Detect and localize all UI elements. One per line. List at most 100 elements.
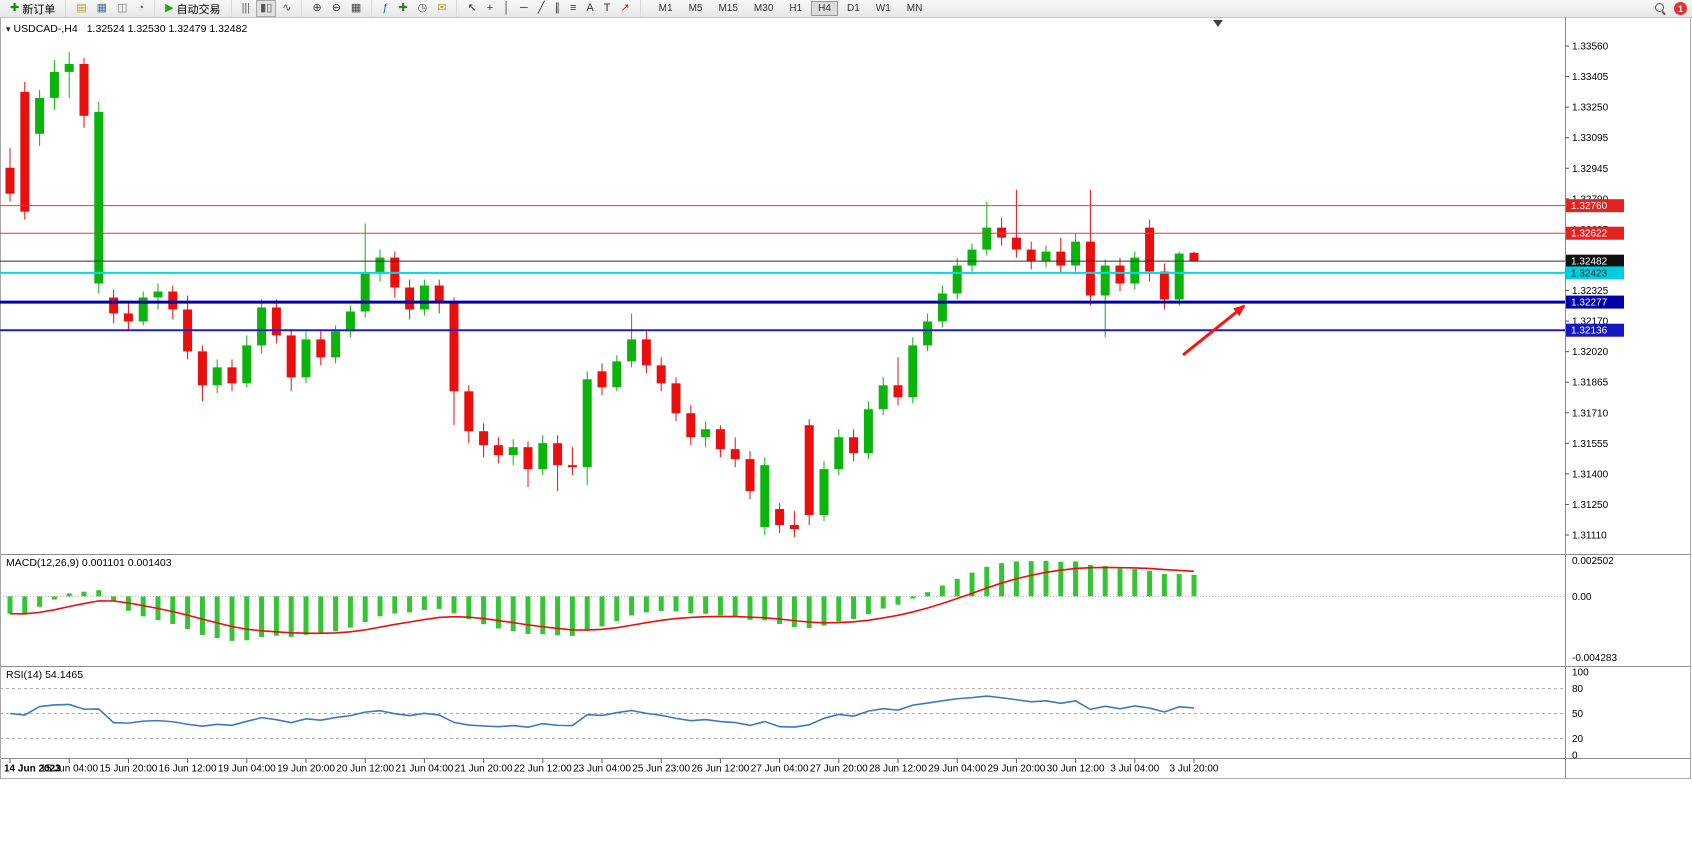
candle-body bbox=[479, 431, 489, 446]
candles-button[interactable]: ▮▯ bbox=[256, 0, 277, 17]
notification-badge[interactable]: 1 bbox=[1674, 2, 1687, 15]
one-click-trading-toggle[interactable]: ▾ bbox=[6, 24, 11, 34]
text-button[interactable]: A bbox=[582, 0, 597, 17]
vertical-line-button[interactable]: │ bbox=[499, 0, 514, 17]
tile-windows-icon: ▦ bbox=[350, 2, 362, 14]
new-order-button-label: 新订单 bbox=[22, 3, 56, 16]
price-badge-1.32482: 1.32482 bbox=[1566, 254, 1624, 268]
history-center-icon: ◔ bbox=[137, 2, 145, 14]
trend-arrow[interactable] bbox=[1182, 304, 1246, 357]
horizontal-line-button[interactable]: ─ bbox=[516, 0, 532, 17]
autotrading-button-label: 自动交易 bbox=[176, 3, 221, 16]
candle-body bbox=[153, 291, 163, 298]
price-badge-1.32277: 1.32277 bbox=[1566, 295, 1624, 309]
macd-bar bbox=[1102, 566, 1108, 597]
channel-button[interactable]: ∥ bbox=[550, 0, 564, 17]
y-axis-tick: 1.31400 bbox=[1572, 469, 1609, 480]
x-axis-label: 14 Jun 2023 bbox=[4, 764, 61, 775]
new-order-icon: ✚ bbox=[10, 2, 20, 14]
timeframe-h4[interactable]: H4 bbox=[811, 1, 838, 16]
candle-body bbox=[863, 409, 873, 454]
macd-bar bbox=[451, 596, 457, 614]
autotrading-button[interactable]: ▶ 自动交易 bbox=[161, 0, 224, 17]
bars-button[interactable]: ||| bbox=[238, 0, 255, 17]
macd-bar bbox=[436, 596, 442, 609]
chart-window-frame bbox=[0, 17, 1691, 779]
timeframe-mn[interactable]: MN bbox=[906, 3, 923, 14]
macd-bar bbox=[244, 596, 250, 641]
candle-body bbox=[508, 447, 518, 456]
macd-bar bbox=[1073, 561, 1079, 597]
x-axis-label: 22 Jun 12:00 bbox=[514, 764, 572, 775]
candle-body bbox=[760, 465, 770, 528]
candle-body bbox=[834, 437, 844, 470]
timeframe-w1[interactable]: W1 bbox=[875, 3, 891, 14]
data-window-button[interactable]: ◫ bbox=[113, 0, 131, 17]
macd-bar bbox=[421, 596, 427, 610]
candle-body bbox=[212, 367, 222, 386]
svg-text:1.32622: 1.32622 bbox=[1571, 229, 1608, 240]
macd-bar bbox=[865, 596, 871, 615]
timeframe-m1[interactable]: M1 bbox=[658, 3, 673, 14]
candle-body bbox=[493, 445, 503, 456]
new-order-button[interactable]: ✚ 新订单 bbox=[6, 0, 59, 17]
label-button[interactable]: T bbox=[600, 0, 615, 17]
macd-bar bbox=[688, 596, 694, 614]
tile-windows-button[interactable]: ▦ bbox=[347, 0, 365, 17]
crosshair-button[interactable]: + bbox=[483, 0, 497, 17]
x-axis-label: 3 Jul 04:00 bbox=[1110, 764, 1159, 775]
x-axis-label: 21 Jun 20:00 bbox=[455, 764, 513, 775]
macd-bar bbox=[229, 596, 235, 641]
candle-body bbox=[612, 361, 622, 388]
timeframe-m5[interactable]: M5 bbox=[688, 3, 703, 14]
macd-bar bbox=[791, 596, 797, 627]
macd-bar bbox=[333, 596, 339, 632]
macd-bar bbox=[925, 592, 931, 597]
macd-bar bbox=[66, 593, 72, 597]
cursor-button[interactable]: ↖ bbox=[463, 0, 480, 17]
timeframe-h1[interactable]: H1 bbox=[789, 3, 803, 14]
candle-body bbox=[123, 313, 133, 322]
candle-body bbox=[345, 311, 355, 332]
fibonacci-button[interactable]: ≡ bbox=[566, 0, 580, 17]
rsi-indicator-label: RSI(14) 54.1465 bbox=[6, 669, 84, 681]
y-axis-tick: 1.31555 bbox=[1572, 439, 1609, 450]
macd-bar bbox=[880, 596, 886, 609]
search-icon[interactable] bbox=[1654, 2, 1667, 15]
y-axis-tick: 1.31710 bbox=[1572, 408, 1609, 419]
line-chart-button[interactable]: ∿ bbox=[278, 0, 295, 17]
candle-body bbox=[64, 63, 74, 72]
cycles-button[interactable]: ◷ bbox=[414, 0, 432, 17]
macd-bar bbox=[481, 596, 487, 625]
timeframe-d1[interactable]: D1 bbox=[846, 3, 860, 14]
history-center-button[interactable]: ◔ bbox=[133, 0, 148, 17]
profiles-button[interactable]: ▤ bbox=[72, 0, 90, 17]
market-watch-button[interactable]: ▦ bbox=[93, 0, 111, 17]
arrows-button[interactable]: ↗ bbox=[616, 0, 633, 17]
timeframe-m30[interactable]: M30 bbox=[753, 3, 774, 14]
zoom-in-button[interactable]: ⊕ bbox=[308, 0, 325, 17]
zoom-out-button[interactable]: ⊖ bbox=[328, 0, 345, 17]
macd-bar bbox=[569, 596, 575, 636]
macd-bar bbox=[717, 596, 723, 616]
candle-body bbox=[434, 285, 444, 304]
timeframe-m15[interactable]: M15 bbox=[718, 3, 738, 14]
mail-icon: ✉ bbox=[437, 2, 447, 14]
line-chart-icon: ∿ bbox=[282, 2, 292, 14]
mail-button[interactable]: ✉ bbox=[433, 0, 450, 17]
indicators-icon: ƒ bbox=[382, 2, 389, 14]
indicators-button[interactable]: ƒ bbox=[378, 0, 392, 17]
candle-body bbox=[360, 273, 370, 312]
candle-body bbox=[109, 297, 119, 314]
add-indicator-button[interactable]: ✚ bbox=[394, 0, 411, 17]
candle-body bbox=[1100, 265, 1110, 296]
chart-shift-marker[interactable] bbox=[1213, 20, 1223, 27]
candle-body bbox=[257, 307, 267, 346]
rsi-axis-tick: 100 bbox=[1572, 668, 1589, 679]
trendline-button[interactable]: ╱ bbox=[534, 0, 549, 17]
candle-body bbox=[982, 227, 992, 250]
svg-text:1.32136: 1.32136 bbox=[1571, 326, 1608, 337]
macd-bar bbox=[525, 596, 531, 634]
candle-body bbox=[464, 391, 474, 432]
